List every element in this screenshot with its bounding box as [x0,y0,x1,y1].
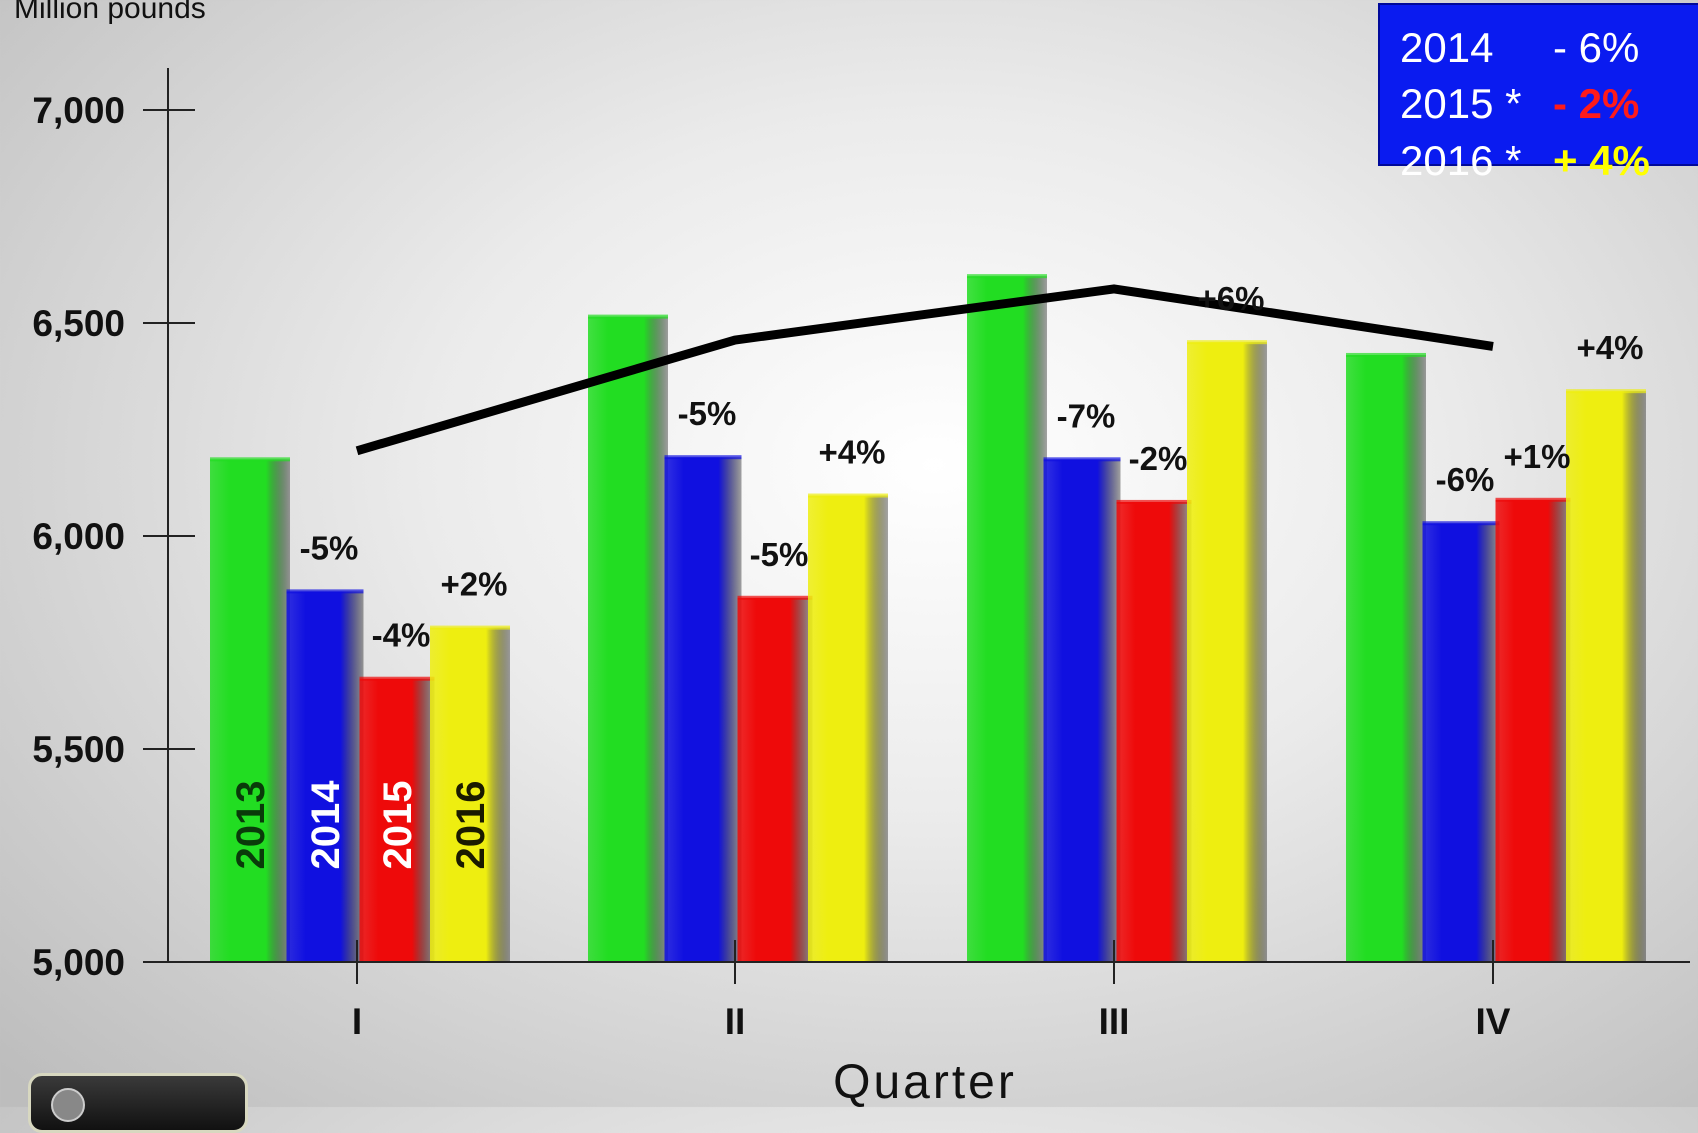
bar-cap [1566,389,1646,394]
bar-cap [359,676,435,681]
bar-2016-II [808,495,888,962]
trend-line [355,284,1494,456]
bar-cap [1116,499,1192,504]
legend-change: - 2% [1553,80,1640,127]
change-label: -5% [750,536,809,573]
bar-2016-III [1187,342,1267,962]
media-control-widget[interactable] [28,1073,248,1133]
y-tick-label: 5,500 [32,729,125,770]
change-label: -4% [372,617,431,654]
y-tick-label: 7,000 [32,90,125,131]
y-tick-label: 6,000 [32,516,125,557]
bar-cap [1043,457,1121,462]
bar-2016-IV [1566,391,1646,962]
legend-row-2014: 2014 - 6% [1400,20,1639,76]
y-axis: 5,000 5,500 6,000 6,500 7,000 [32,68,195,983]
x-axis: I II III IV [168,940,1690,1042]
bar-cap [967,274,1047,279]
bar-cap [808,493,888,498]
change-labels: -5% -5% -7% -6% -4% -5% -2% +1% +2% +4% +6% +4% [300,280,1644,654]
bar-2016-I [430,627,510,962]
change-label: +6% [1198,280,1265,317]
y-axis-label: Million pounds [14,0,206,25]
bar-2014-II [664,457,742,962]
bar-cap [737,595,813,600]
bar-2014-I [286,591,364,962]
bar-cap [1422,521,1500,526]
legend-year: 2015 * [1400,80,1522,127]
change-label: -6% [1436,461,1495,498]
legend-year: 2014 [1400,24,1494,71]
x-tick-label: IV [1476,1001,1511,1042]
chart: Million pounds 5,000 5,500 6,000 6,500 7,000… [14,0,1690,1107]
y-tick-label: 6,500 [32,303,125,344]
legend-box: 2014 - 6% 2015 * - 2% 2016 * + 4% [1378,3,1698,184]
bar-2013-I [210,459,290,962]
bar-2015-I [359,678,435,962]
bar-2013-III [967,276,1047,962]
legend-change: - 6% [1553,24,1640,71]
bar-cap [1187,340,1267,345]
series-label-2015: 2015 [376,781,420,870]
bar-cap [430,625,510,630]
bar-2015-II [737,597,813,962]
trend-polyline [355,284,1494,456]
bar-cap [210,457,290,462]
legend-change: + 4% [1553,137,1650,184]
x-tick-label: II [725,1001,746,1042]
series-year-labels: 2013 2014 2015 2016 [229,780,493,870]
series-label-2014: 2014 [304,780,348,870]
change-label: -7% [1057,397,1116,434]
legend-row-2016: 2016 * + 4% [1400,133,1650,189]
change-label: +4% [819,434,886,471]
change-label: +4% [1577,329,1644,366]
bar-cap [664,455,742,460]
change-label: -2% [1129,440,1188,477]
y-tick-label: 5,000 [32,942,125,983]
legend-row-2015: 2015 * - 2% [1400,76,1639,132]
change-label: +2% [441,566,508,603]
series-label-2016: 2016 [449,781,493,870]
speaker-icon[interactable] [51,1088,85,1122]
bar-cap [588,314,668,319]
x-axis-label: Quarter [833,1056,1017,1107]
bar-2013-II [588,316,668,962]
bar-cap [286,589,364,594]
bar-2013-IV [1346,354,1426,962]
change-label: +1% [1504,438,1571,475]
bar-cap [1495,497,1571,502]
legend-year: 2016 * [1400,137,1522,184]
x-tick-label: I [352,1001,362,1042]
bar-2014-IV [1422,523,1500,962]
bar-cap [1346,352,1426,357]
change-label: -5% [678,395,737,432]
bars [210,274,1646,962]
bar-2015-IV [1495,499,1571,962]
bar-2015-III [1116,501,1192,962]
series-label-2013: 2013 [229,781,273,870]
bar-2014-III [1043,459,1121,962]
x-tick-label: III [1099,1001,1130,1042]
change-label: -5% [300,529,359,566]
